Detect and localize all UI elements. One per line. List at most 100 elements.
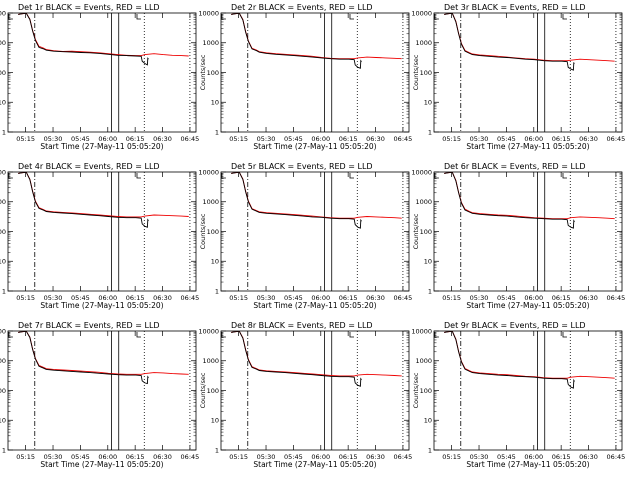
y-axis-label: Counts/sec [412, 372, 420, 408]
series-line-events [18, 13, 149, 66]
x-axis-label: Start Time (27-May-11 05:05:20) [40, 301, 163, 310]
plot-frame [433, 171, 623, 292]
y-tick-label: 100 [207, 69, 219, 77]
x-tick-label: 06:30 [153, 294, 172, 302]
y-tick-label: 1 [2, 128, 6, 136]
bracket-marker [8, 173, 13, 179]
y-tick-label: 1 [215, 446, 219, 454]
bracket-marker [136, 332, 141, 338]
bracket-marker [136, 173, 141, 179]
x-tick-label: 05:30 [44, 135, 63, 143]
bracket-marker [562, 14, 567, 20]
x-tick-label: 06:30 [366, 453, 385, 461]
x-axis-label: Start Time (27-May-11 05:05:20) [466, 301, 589, 310]
x-tick-label: 06:30 [579, 294, 598, 302]
x-tick-label: 06:00 [311, 135, 330, 143]
series-line-events [231, 13, 362, 69]
panel-4: Det 4r BLACK = Events, RED = LLD 1 10 100 10… [0, 162, 199, 310]
y-tick-label: 100 [420, 228, 432, 236]
x-axis-label: Start Time (27-May-11 05:05:20) [466, 460, 589, 469]
y-tick-label: 10000 [411, 327, 432, 335]
y-tick-label: 1000 [0, 39, 6, 47]
bracket-marker [434, 14, 439, 20]
x-tick-label: 06:15 [126, 135, 145, 143]
x-axis-label: Start Time (27-May-11 05:05:20) [253, 142, 376, 151]
x-tick-label: 06:45 [607, 453, 626, 461]
panel-9: Det 9r BLACK = Events, RED = LLD 1 10 100 10… [411, 321, 625, 469]
plot-frame [220, 330, 410, 451]
x-tick-label: 06:15 [339, 135, 358, 143]
x-tick-label: 06:30 [366, 294, 385, 302]
series-line-events [231, 331, 362, 387]
y-tick-label: 1000 [415, 357, 432, 365]
y-tick-label: 10 [0, 258, 6, 266]
x-tick-label: 05:15 [229, 453, 248, 461]
x-axis-label: Start Time (27-May-11 05:05:20) [253, 460, 376, 469]
series-line-lld [231, 13, 402, 60]
x-tick-label: 06:15 [126, 453, 145, 461]
bracket-marker [562, 332, 567, 338]
bracket-marker [349, 332, 354, 338]
y-tick-label: 10000 [411, 9, 432, 17]
x-tick-label: 06:00 [98, 453, 117, 461]
series-line-events [444, 331, 575, 389]
x-tick-label: 06:45 [181, 135, 200, 143]
x-tick-label: 06:45 [607, 135, 626, 143]
x-tick-label: 05:15 [229, 294, 248, 302]
y-tick-label: 1000 [0, 198, 6, 206]
x-tick-label: 05:15 [229, 135, 248, 143]
x-tick-label: 05:30 [470, 135, 489, 143]
x-tick-label: 06:00 [98, 135, 117, 143]
y-axis-label: Counts/sec [412, 54, 420, 90]
series-line-lld [18, 13, 189, 57]
bracket-marker [434, 332, 439, 338]
x-tick-label: 05:45 [497, 135, 516, 143]
x-axis-label: Start Time (27-May-11 05:05:20) [253, 301, 376, 310]
x-tick-label: 06:45 [394, 135, 413, 143]
x-tick-label: 05:30 [44, 294, 63, 302]
panel-title: Det 5r BLACK = Events, RED = LLD [231, 162, 373, 171]
x-tick-label: 05:45 [71, 135, 90, 143]
panel-2: Det 2r BLACK = Events, RED = LLD 1 10 100 10… [198, 3, 412, 151]
series-line-events [231, 172, 362, 229]
x-tick-label: 06:45 [394, 453, 413, 461]
panel-title: Det 8r BLACK = Events, RED = LLD [231, 321, 373, 330]
y-tick-label: 1 [428, 446, 432, 454]
x-tick-label: 06:30 [579, 453, 598, 461]
x-tick-label: 05:15 [16, 135, 35, 143]
x-tick-label: 05:45 [284, 135, 303, 143]
x-tick-label: 05:30 [44, 453, 63, 461]
y-tick-label: 1000 [415, 39, 432, 47]
y-tick-label: 10000 [198, 168, 219, 176]
panel-title: Det 6r BLACK = Events, RED = LLD [444, 162, 586, 171]
bracket-marker [562, 173, 567, 179]
series-line-events [444, 13, 575, 71]
x-tick-label: 05:30 [470, 453, 489, 461]
y-tick-label: 1 [215, 128, 219, 136]
y-tick-label: 100 [420, 387, 432, 395]
x-tick-label: 06:45 [181, 294, 200, 302]
x-tick-label: 05:30 [470, 294, 489, 302]
x-tick-label: 05:45 [71, 294, 90, 302]
panel-1: Det 1r BLACK = Events, RED = LLD 1 10 100 10… [0, 3, 199, 151]
panel-title: Det 2r BLACK = Events, RED = LLD [231, 3, 373, 12]
y-tick-label: 1000 [202, 198, 219, 206]
x-tick-label: 05:30 [257, 135, 276, 143]
x-tick-label: 06:30 [579, 135, 598, 143]
plot-frame [220, 12, 410, 133]
plot-frame [433, 330, 623, 451]
x-tick-label: 05:15 [442, 294, 461, 302]
panel-7: Det 7r BLACK = Events, RED = LLD 1 10 100 10… [0, 321, 199, 469]
y-tick-label: 100 [207, 228, 219, 236]
y-tick-label: 1 [215, 287, 219, 295]
x-tick-label: 05:30 [257, 294, 276, 302]
y-axis-label: Counts/sec [412, 213, 420, 249]
plot-frame [433, 12, 623, 133]
y-tick-label: 1 [428, 128, 432, 136]
x-tick-label: 05:15 [442, 135, 461, 143]
y-tick-label: 10000 [0, 9, 6, 17]
x-tick-label: 06:15 [552, 135, 571, 143]
y-tick-label: 100 [0, 387, 6, 395]
y-tick-label: 1 [2, 446, 6, 454]
y-tick-label: 100 [420, 69, 432, 77]
